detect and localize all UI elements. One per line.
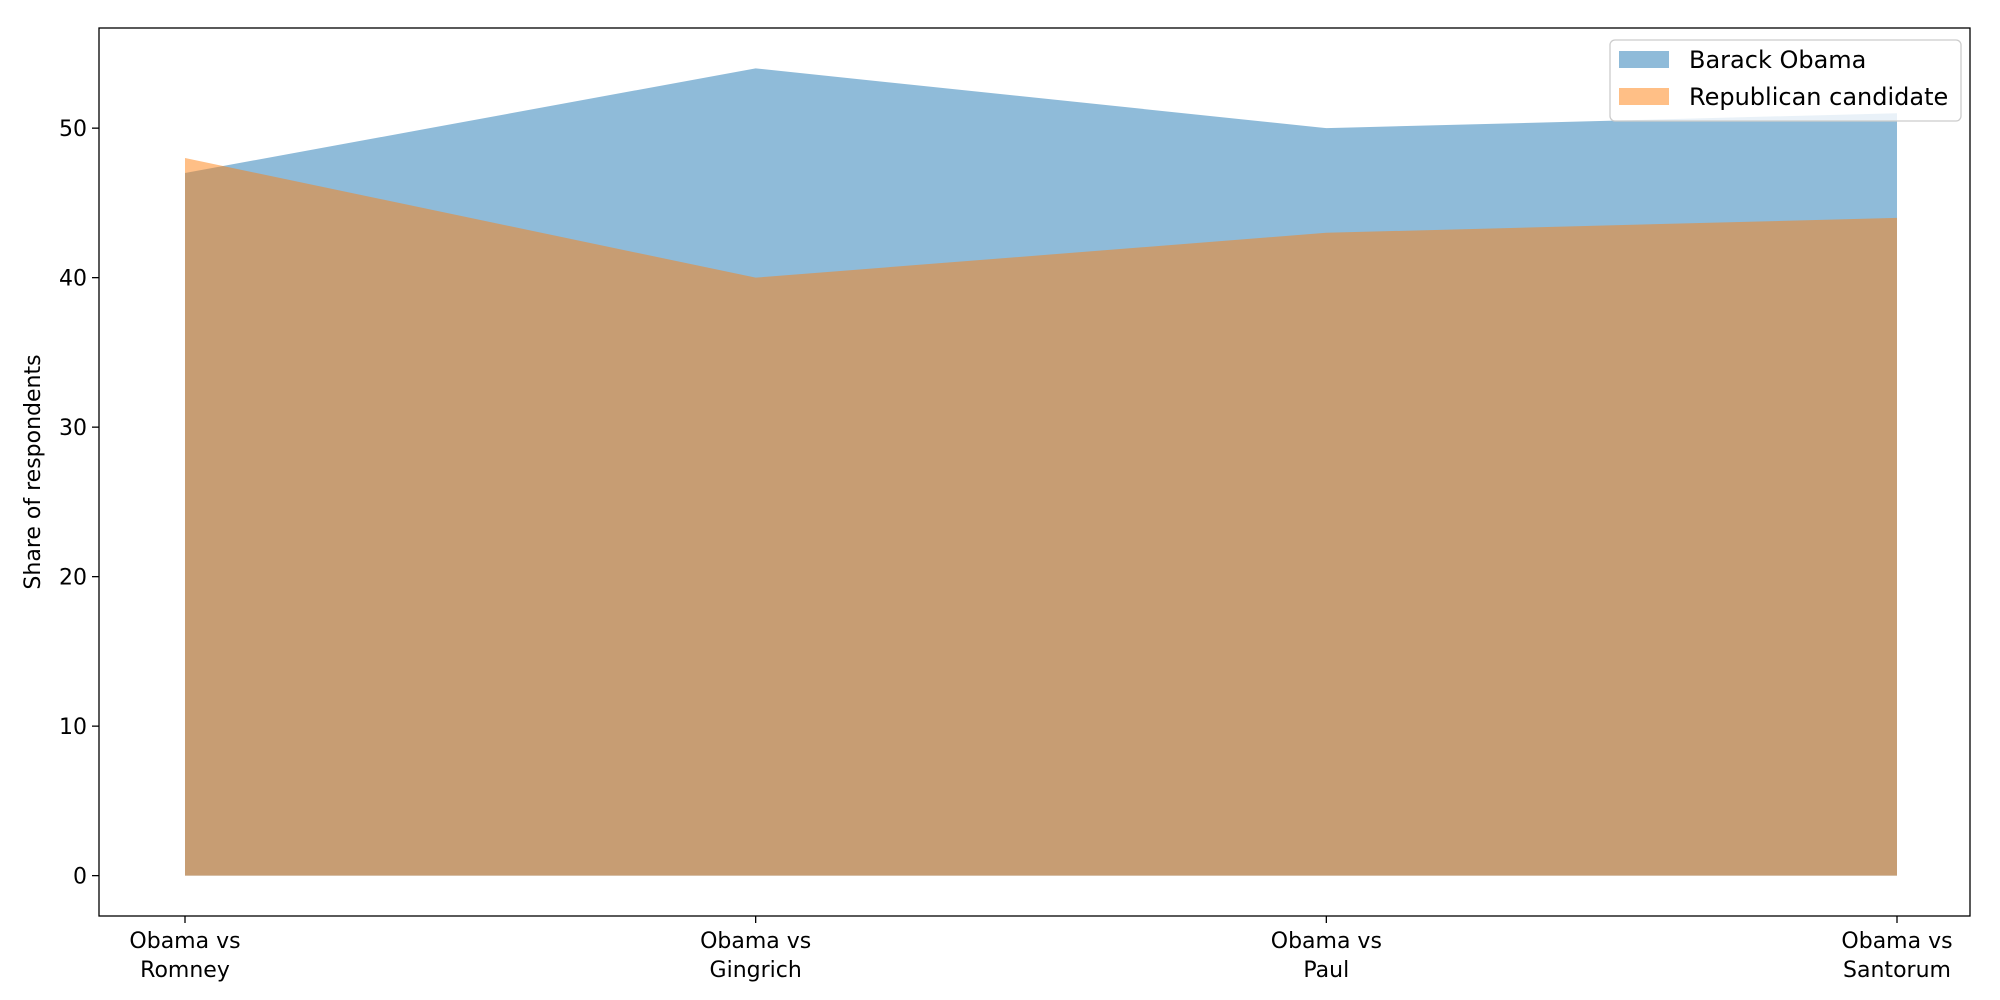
x-tick-label-line: Romney xyxy=(140,958,230,983)
legend-box xyxy=(1609,39,1962,122)
x-tick-label-line: Gingrich xyxy=(710,958,802,983)
legend-swatch xyxy=(1619,88,1669,105)
y-tick-label: 50 xyxy=(59,117,87,142)
legend-label: Barack Obama xyxy=(1689,46,1866,74)
y-tick-label: 30 xyxy=(59,416,87,441)
y-tick-label: 20 xyxy=(59,566,87,591)
y-tick-label: 40 xyxy=(59,267,87,292)
x-tick-label-line: Obama vs xyxy=(700,929,811,954)
plot-frame xyxy=(98,27,1971,917)
x-tick-label: Obama vs Paul xyxy=(1271,929,1382,983)
y-axis: 0 10 20 30 40 50 xyxy=(59,117,99,890)
series-areas xyxy=(185,68,1897,876)
area-series-2 xyxy=(185,158,1897,876)
x-tick-label-line: Paul xyxy=(1303,958,1349,983)
legend-label: Republican candidate xyxy=(1689,83,1948,111)
y-axis-label: Share of respondents xyxy=(21,354,46,589)
x-tick-label: Obama vs Romney xyxy=(129,929,240,983)
x-tick-label-line: Obama vs xyxy=(1271,929,1382,954)
y-tick-label: 0 xyxy=(73,865,87,890)
legend-swatch xyxy=(1619,51,1669,68)
x-tick-label-line: Obama vs xyxy=(1841,929,1952,954)
x-tick-label: Obama vs Gingrich xyxy=(700,929,811,983)
legend: Barack Obama Republican candidate xyxy=(1609,39,1962,122)
x-axis: Obama vs Romney Obama vs Gingrich Obama vs Pa… xyxy=(129,916,1953,983)
x-tick-label: Obama vs Santorum xyxy=(1841,929,1952,983)
x-tick-label-line: Santorum xyxy=(1843,958,1951,983)
y-tick-label: 10 xyxy=(59,715,87,740)
x-tick-label-line: Obama vs xyxy=(129,929,240,954)
